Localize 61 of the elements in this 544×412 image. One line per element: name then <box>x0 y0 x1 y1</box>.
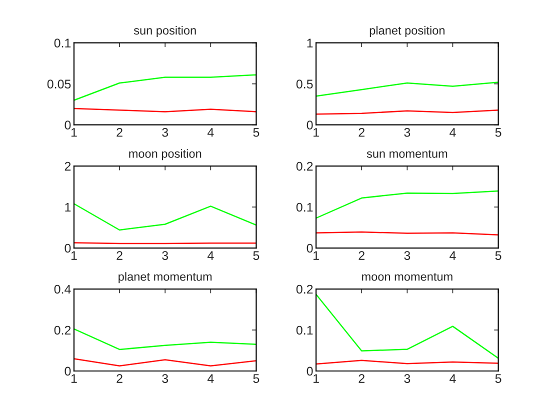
x-tick-label: 3 <box>162 128 168 137</box>
x-tick-label: 3 <box>162 374 168 383</box>
x-tick-label: 2 <box>358 251 364 260</box>
x-tick-label: 2 <box>358 374 364 383</box>
y-tick-label: 0.1 <box>54 38 71 48</box>
chart-title: sun position <box>134 26 196 37</box>
x-tick-label: 4 <box>450 374 456 383</box>
x-tick-label: 4 <box>450 251 456 260</box>
chart-title: moon momentum <box>362 273 452 281</box>
x-tick-label: 5 <box>253 128 260 137</box>
x-tick-label: 5 <box>253 374 260 383</box>
x-tick-label: 1 <box>71 251 77 260</box>
y-tick-label: 0.2 <box>54 326 71 335</box>
chart-title: moon position <box>129 149 202 160</box>
y-tick-label: 2 <box>64 162 71 171</box>
y-tick-label: 0.1 <box>296 326 313 335</box>
y-tick-label: 0 <box>64 244 71 253</box>
y-tick-label: 1 <box>307 38 313 48</box>
y-tick-label: 0 <box>64 366 71 376</box>
x-tick-label: 5 <box>253 251 260 260</box>
y-tick-label: 0.05 <box>47 80 71 88</box>
y-tick-label: 0.4 <box>54 284 71 294</box>
line-series <box>74 328 256 350</box>
x-tick-label: 4 <box>450 128 456 137</box>
x-tick-label: 5 <box>495 128 502 137</box>
line-series <box>74 358 256 367</box>
y-tick-label: 0 <box>64 120 71 130</box>
x-tick-label: 2 <box>116 128 122 137</box>
chart-title: planet momentum <box>118 272 212 284</box>
x-tick-label: 3 <box>404 128 410 137</box>
chart-title: sun momentum <box>366 150 448 158</box>
x-tick-label: 4 <box>207 128 214 137</box>
x-tick-label: 4 <box>207 251 214 260</box>
y-tick-label: 0.2 <box>296 284 313 294</box>
x-tick-label: 1 <box>314 251 319 260</box>
x-tick-label: 3 <box>162 251 168 260</box>
line-series <box>74 203 256 231</box>
x-tick-label: 2 <box>116 251 122 260</box>
line-series <box>316 294 498 359</box>
y-tick-label: 0 <box>306 120 313 130</box>
y-tick-label: 0.1 <box>296 202 313 212</box>
y-tick-label: 1 <box>65 202 71 212</box>
x-tick-label: 4 <box>207 374 214 383</box>
y-tick-label: 0 <box>306 366 313 376</box>
line-series <box>74 74 256 101</box>
x-tick-label: 3 <box>404 374 410 383</box>
x-tick-label: 2 <box>358 128 364 137</box>
x-tick-label: 1 <box>314 128 319 137</box>
y-tick-label: 0.2 <box>296 162 313 171</box>
x-tick-label: 1 <box>71 374 77 383</box>
chart-title: planet position <box>370 26 444 37</box>
line-series <box>316 82 498 97</box>
x-tick-label: 1 <box>314 374 319 383</box>
x-tick-label: 1 <box>71 128 77 137</box>
x-tick-label: 2 <box>116 374 122 383</box>
y-tick-label: 0 <box>306 244 313 253</box>
x-tick-label: 5 <box>495 251 502 260</box>
line-series <box>316 190 498 219</box>
y-tick-label: 0.5 <box>296 80 313 88</box>
x-tick-label: 5 <box>495 374 502 383</box>
x-tick-label: 3 <box>404 251 410 260</box>
